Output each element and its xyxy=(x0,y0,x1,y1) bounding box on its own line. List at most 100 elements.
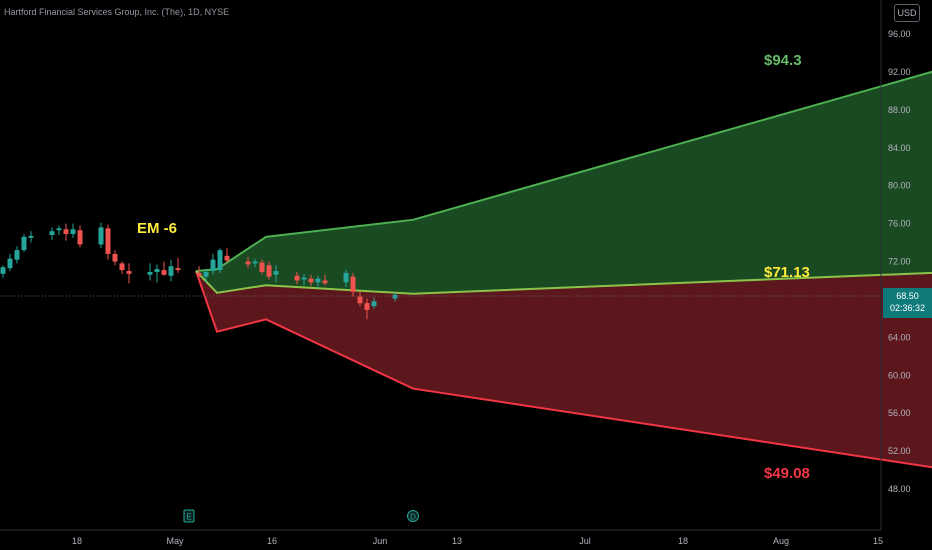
candle-body xyxy=(210,259,216,271)
candle xyxy=(301,273,307,286)
time-tick-label: Aug xyxy=(773,536,789,546)
time-tick-label: Jun xyxy=(373,536,388,546)
price-tick-label: 52.00 xyxy=(888,446,911,456)
annotation-labels: EM -6 $94.3 $71.13 $49.08 xyxy=(137,52,810,482)
candle xyxy=(105,224,111,260)
candle-body xyxy=(392,294,398,299)
price-tick-label: 80.00 xyxy=(888,181,911,191)
candle xyxy=(196,266,202,278)
candle-body xyxy=(119,263,125,271)
candle-body xyxy=(266,265,272,277)
candle xyxy=(343,270,349,288)
price-tick-label: 96.00 xyxy=(888,29,911,39)
currency-button[interactable]: USD xyxy=(894,4,920,22)
candle-body xyxy=(7,258,13,269)
candle xyxy=(315,275,321,289)
price-scale-ticks: 96.0092.0088.0084.0080.0076.0072.0068.00… xyxy=(888,29,911,494)
candle-body xyxy=(294,275,300,281)
price-tick-label: 48.00 xyxy=(888,484,911,494)
candle-body xyxy=(273,271,279,275)
candle-body xyxy=(126,271,132,274)
candle xyxy=(308,274,314,287)
candle-body xyxy=(252,261,258,264)
candle-body xyxy=(315,278,321,283)
price-tick-label: 88.00 xyxy=(888,105,911,115)
candle xyxy=(14,246,20,264)
candle-body xyxy=(217,250,223,271)
candle xyxy=(147,263,153,281)
candle-body xyxy=(56,228,62,231)
price-tick-label: 76.00 xyxy=(888,219,911,229)
candle-body xyxy=(77,230,83,245)
candle xyxy=(392,292,398,302)
candle-body xyxy=(21,236,27,251)
lower-zone-fill xyxy=(196,271,932,468)
candle-body xyxy=(0,267,6,274)
candle xyxy=(259,259,265,275)
candle xyxy=(294,271,300,285)
event-marker-label: E xyxy=(186,513,191,522)
candle xyxy=(70,223,76,238)
expected-move-bands xyxy=(195,70,932,469)
candle-body xyxy=(308,278,314,283)
upper-zone-fill xyxy=(196,71,932,294)
candle-body xyxy=(245,261,251,265)
candle xyxy=(161,261,167,276)
candle-body xyxy=(14,250,20,260)
candle xyxy=(175,257,181,273)
time-tick-label: 18 xyxy=(678,536,688,546)
candle xyxy=(252,258,258,268)
time-tick-label: 18 xyxy=(72,536,82,546)
candle xyxy=(154,264,160,283)
candle-body xyxy=(203,271,209,277)
current-price-badge: 68.50 02:36:32 xyxy=(883,288,932,318)
candle-body xyxy=(147,271,153,275)
candle-body xyxy=(168,266,174,276)
candle-body xyxy=(357,296,363,304)
candle xyxy=(56,225,62,235)
candle xyxy=(266,261,272,280)
candle-body xyxy=(259,262,265,272)
candle-body xyxy=(154,269,160,272)
candle xyxy=(0,265,6,278)
upper-target-label: $94.3 xyxy=(764,52,802,69)
candle xyxy=(203,269,209,283)
price-tick-label: 64.00 xyxy=(888,332,911,342)
candle xyxy=(350,272,356,297)
candle-body xyxy=(28,235,34,238)
candle-body xyxy=(343,272,349,283)
price-tick-label: 56.00 xyxy=(888,408,911,418)
candle xyxy=(364,298,370,320)
candle xyxy=(217,248,223,273)
candle xyxy=(245,256,251,269)
candle-body xyxy=(70,229,76,235)
time-tick-label: 13 xyxy=(452,536,462,546)
price-tick-label: 72.00 xyxy=(888,257,911,267)
upper-band-line xyxy=(195,70,932,272)
price-tick-label: 84.00 xyxy=(888,143,911,153)
candle xyxy=(371,297,377,309)
candle xyxy=(168,259,174,282)
candle xyxy=(77,225,83,248)
dividend-marker[interactable]: D xyxy=(407,510,419,522)
candle xyxy=(49,227,55,240)
time-tick-label: Jul xyxy=(579,536,591,546)
candle-body xyxy=(196,272,202,276)
lower-band-line xyxy=(195,270,932,469)
candle xyxy=(28,231,34,243)
candle xyxy=(210,253,216,275)
lower-target-label: $49.08 xyxy=(764,465,810,482)
candle-body xyxy=(364,303,370,310)
time-tick-label: May xyxy=(166,536,184,546)
candle-body xyxy=(112,253,118,262)
earnings-marker[interactable]: E xyxy=(183,509,195,523)
candle xyxy=(322,274,328,286)
candle xyxy=(7,253,13,271)
candle xyxy=(357,291,363,307)
candle-body xyxy=(98,227,104,245)
candle xyxy=(98,222,104,249)
event-marker-label: D xyxy=(410,513,416,522)
time-tick-label: 16 xyxy=(267,536,277,546)
